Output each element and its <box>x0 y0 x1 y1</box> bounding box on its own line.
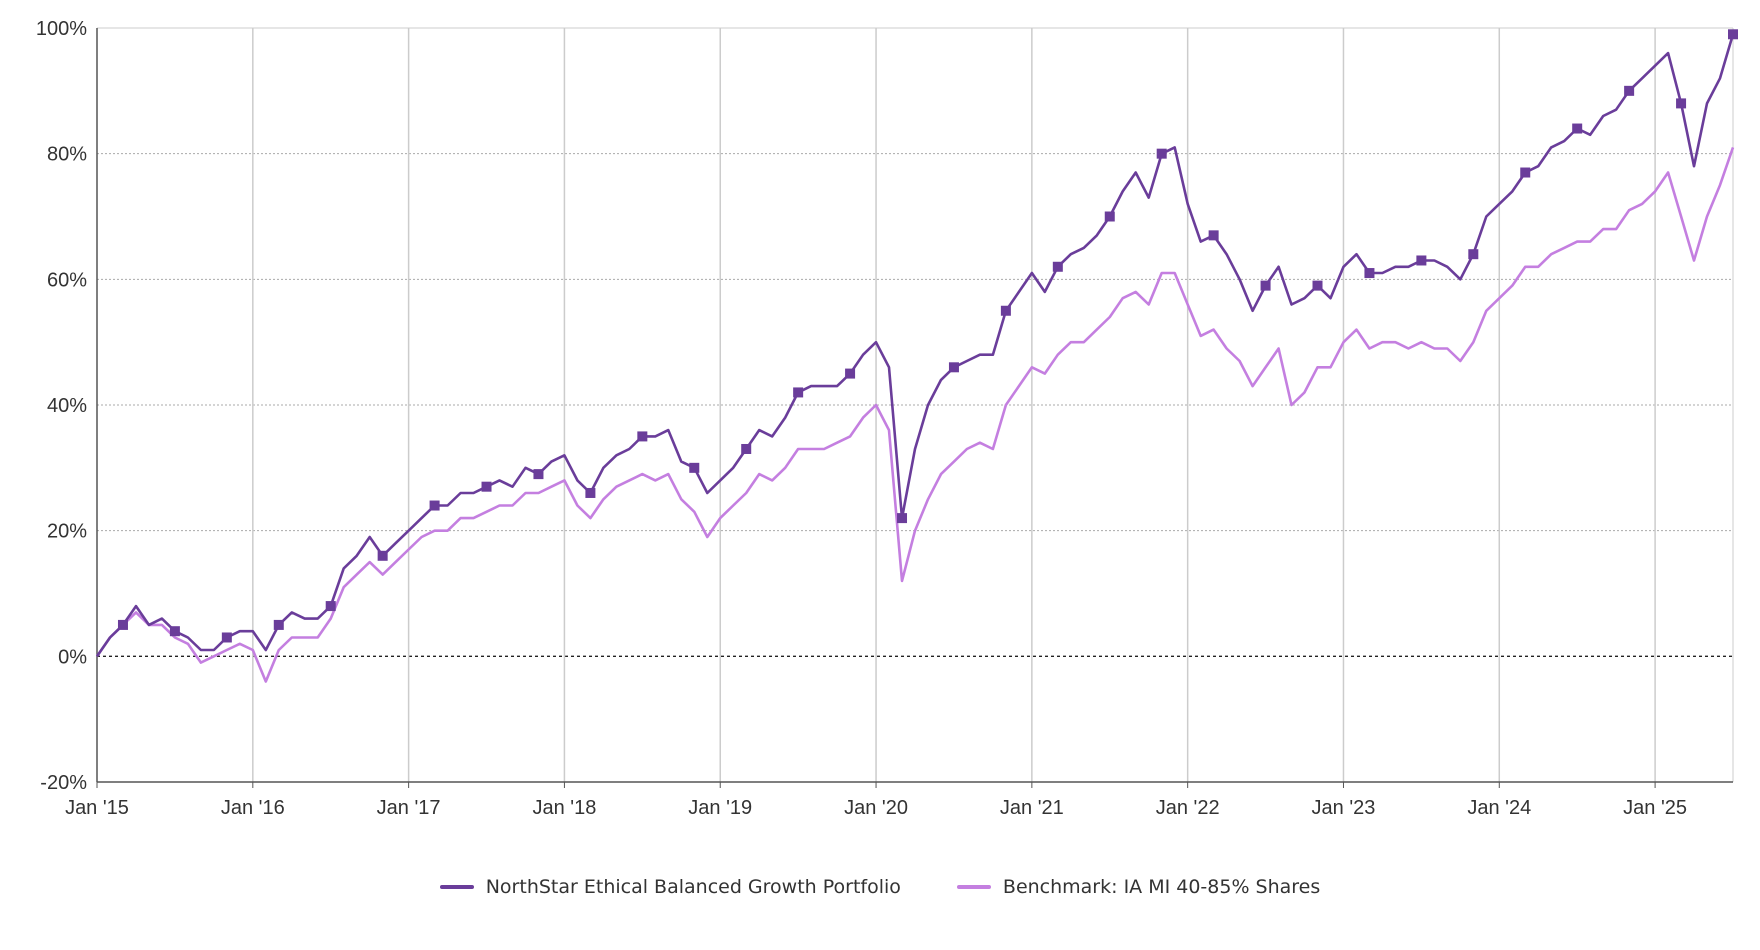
grid-lines <box>97 27 1733 782</box>
portfolio-marker <box>481 481 492 492</box>
x-tick-label: Jan '25 <box>1623 797 1687 819</box>
portfolio-marker <box>533 469 544 480</box>
portfolio-marker <box>1052 261 1063 272</box>
portfolio-marker <box>169 626 180 637</box>
legend-item-benchmark[interactable]: Benchmark: IA MI 40-85% Shares <box>956 876 1321 898</box>
axes <box>96 27 1734 788</box>
chart-legend: NorthStar Ethical Balanced Growth Portfo… <box>0 876 1760 898</box>
legend-label-portfolio: NorthStar Ethical Balanced Growth Portfo… <box>485 876 901 898</box>
x-tick-label: Jan '17 <box>377 797 441 819</box>
portfolio-marker <box>221 632 232 643</box>
portfolio-marker <box>1156 148 1167 159</box>
legend-swatch-portfolio <box>439 885 474 889</box>
portfolio-marker <box>948 362 959 373</box>
portfolio-marker <box>1520 167 1531 178</box>
series-lines <box>95 29 1738 683</box>
x-tick-label: Jan '23 <box>1312 797 1376 819</box>
y-tick-label: 60% <box>47 269 87 291</box>
portfolio-marker <box>1676 98 1687 109</box>
legend-item-portfolio[interactable]: NorthStar Ethical Balanced Growth Portfo… <box>439 876 901 898</box>
x-tick-label: Jan '24 <box>1467 797 1531 819</box>
portfolio-marker <box>429 500 440 511</box>
tick-labels: -20% 0% 20% 40% 60% 80% 100% Jan '15 Jan '16 Jan … <box>36 18 1687 819</box>
portfolio-marker <box>689 462 700 473</box>
y-tick-label: 100% <box>36 18 87 40</box>
x-tick-label: Jan '15 <box>65 797 129 819</box>
benchmark-line <box>95 146 1735 683</box>
portfolio-marker <box>585 487 596 498</box>
portfolio-marker <box>741 443 752 454</box>
portfolio-marker <box>793 387 804 398</box>
x-tick-label: Jan '19 <box>688 797 752 819</box>
portfolio-marker <box>1208 230 1219 241</box>
legend-swatch-benchmark <box>956 885 991 889</box>
portfolio-marker <box>117 619 128 630</box>
portfolio-marker <box>1416 255 1427 266</box>
portfolio-marker <box>1728 29 1738 40</box>
x-tick-label: Jan '18 <box>532 797 596 819</box>
x-tick-label: Jan '21 <box>1000 797 1064 819</box>
portfolio-marker <box>1624 85 1635 96</box>
portfolio-marker <box>1000 305 1011 316</box>
portfolio-marker <box>377 550 388 561</box>
legend-label-benchmark: Benchmark: IA MI 40-85% Shares <box>1002 876 1321 898</box>
y-tick-label: 80% <box>47 144 87 166</box>
portfolio-marker <box>1260 280 1271 291</box>
x-tick-label: Jan '16 <box>221 797 285 819</box>
y-tick-label: 40% <box>47 395 87 417</box>
portfolio-marker <box>273 619 284 630</box>
portfolio-marker <box>1364 268 1375 279</box>
x-tick-label: Jan '22 <box>1156 797 1220 819</box>
portfolio-marker <box>637 431 648 442</box>
portfolio-marker <box>1572 123 1583 134</box>
portfolio-marker <box>897 513 908 524</box>
portfolio-marker <box>1468 249 1479 260</box>
y-tick-label: 0% <box>58 646 87 668</box>
portfolio-marker <box>1312 280 1323 291</box>
portfolio-line <box>95 33 1735 658</box>
x-tick-label: Jan '20 <box>844 797 908 819</box>
portfolio-marker <box>1104 211 1115 222</box>
portfolio-marker <box>845 368 856 379</box>
portfolio-marker <box>325 601 336 612</box>
y-tick-label: 20% <box>47 521 87 543</box>
y-tick-label: -20% <box>40 772 87 794</box>
